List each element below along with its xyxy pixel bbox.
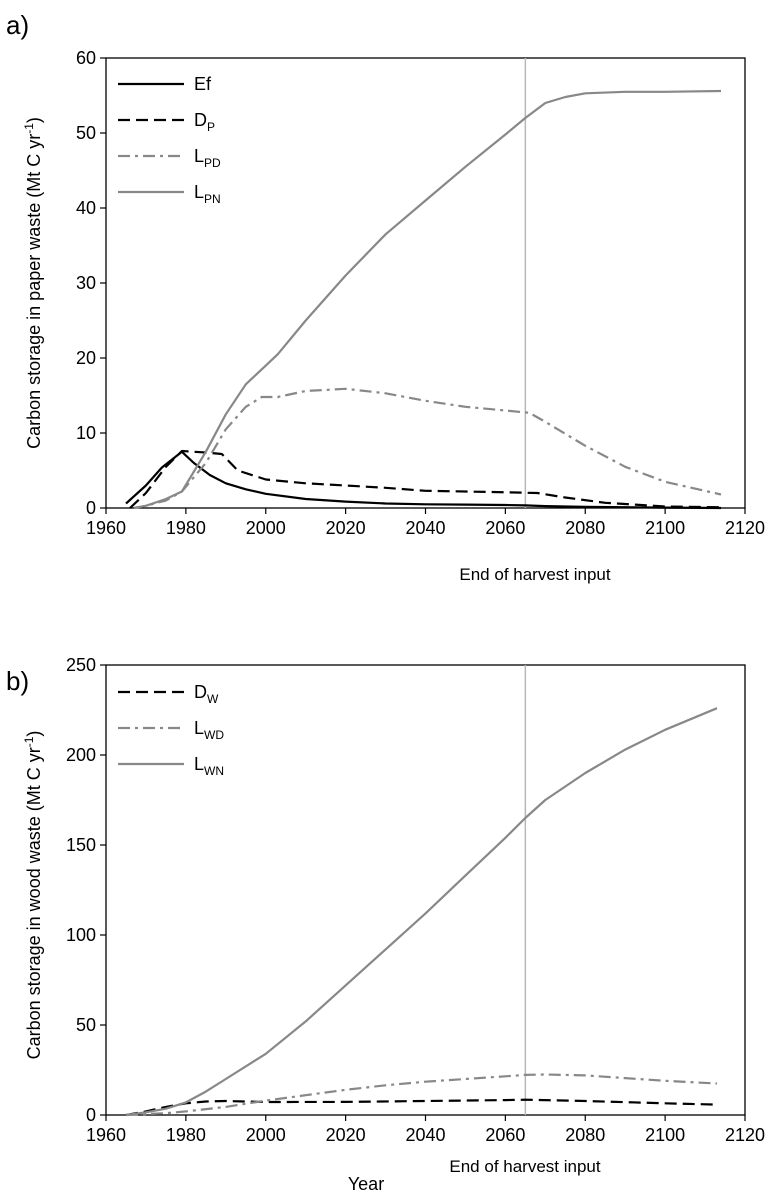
series-line-lwd	[125, 1073, 718, 1117]
y-tick-label: 0	[86, 1105, 96, 1125]
x-tick-label: 2080	[565, 518, 605, 538]
legend-label-subscript: WD	[204, 728, 224, 742]
x-tick-label: 1980	[166, 518, 206, 538]
y-tick-label: 50	[76, 1015, 96, 1035]
y-tick-label: 20	[76, 348, 96, 368]
panel-b-plot: 1960 1980 2000 2020 2040 2060 2080 2100 2120 0 50 1…	[66, 655, 765, 1145]
x-tick-label: 1960	[86, 1125, 126, 1145]
series-line-lpn	[133, 89, 722, 510]
x-tick-label: 2000	[246, 1125, 286, 1145]
legend-label-lpd: LPD	[194, 146, 221, 170]
series-line-ef	[125, 450, 722, 510]
y-tick-label: 50	[76, 123, 96, 143]
x-tick-label: 2040	[405, 1125, 445, 1145]
legend-label-lwn: LWN	[194, 754, 224, 778]
x-tick-label: 2100	[645, 1125, 685, 1145]
y-tick-label: 40	[76, 198, 96, 218]
legend-label-dw: DW	[194, 682, 219, 706]
x-tick-label: 2120	[725, 518, 765, 538]
legend-label-ef: Ef	[194, 74, 212, 94]
panel-b-annotation: End of harvest input	[449, 1157, 600, 1176]
legend-label-subscript: PN	[204, 192, 221, 206]
legend-label-base: D	[194, 682, 207, 702]
legend-label-base: L	[194, 718, 204, 738]
y-tick-label: 10	[76, 423, 96, 443]
panel-b: b) 1960 1980 2000 2020 2040 2060 2080 2100 2120 0…	[6, 655, 765, 1194]
panel-a: a) 1960 1980 2000 2020 2040 2060 2080 2100 21200…	[6, 10, 765, 584]
x-tick-label: 2040	[405, 518, 445, 538]
series-line-dw	[125, 1098, 718, 1117]
legend-label-subscript: W	[207, 692, 219, 706]
legend-label-lpn: LPN	[194, 182, 221, 206]
x-tick-label: 2060	[485, 1125, 525, 1145]
y-tick-label: 30	[76, 273, 96, 293]
legend-label-base: D	[194, 110, 207, 130]
panel-b-x-axis-label: Year	[348, 1174, 384, 1194]
x-tick-label: 2120	[725, 1125, 765, 1145]
x-tick-label: 2080	[565, 1125, 605, 1145]
series-line-lwn	[125, 707, 718, 1117]
x-tick-label: 1980	[166, 1125, 206, 1145]
legend-label-subscript: PD	[204, 156, 221, 170]
panel-b-y-axis-label: Carbon storage in wood waste (Mt C yr-1)	[22, 731, 44, 1060]
y-tick-label: 0	[86, 498, 96, 518]
x-tick-label: 2000	[246, 518, 286, 538]
legend-label-base: L	[194, 754, 204, 774]
panel-a-y-axis-label: Carbon storage in paper waste (Mt C yr-1…	[22, 117, 44, 449]
x-tick-label: 1960	[86, 518, 126, 538]
legend-label-dp: DP	[194, 110, 215, 134]
legend-label-subscript: P	[207, 120, 215, 134]
panel-a-plot: 1960 1980 2000 2020 2040 2060 2080 2100 21200102…	[76, 48, 765, 538]
legend-label-base: Ef	[194, 74, 212, 94]
legend-label-subscript: WN	[204, 764, 224, 778]
legend-label-base: L	[194, 182, 204, 202]
y-tick-label: 150	[66, 835, 96, 855]
series-line-dp	[129, 449, 722, 509]
legend-label-base: L	[194, 146, 204, 166]
y-tick-label: 200	[66, 745, 96, 765]
x-tick-label: 2100	[645, 518, 685, 538]
y-tick-label: 100	[66, 925, 96, 945]
y-tick-label: 250	[66, 655, 96, 675]
panel-a-annotation: End of harvest input	[459, 565, 610, 584]
series-line-lpd	[133, 387, 722, 510]
legend-label-lwd: LWD	[194, 718, 224, 742]
x-tick-label: 2020	[326, 1125, 366, 1145]
panel-b-letter: b)	[6, 666, 29, 696]
panel-a-letter: a)	[6, 10, 29, 40]
x-tick-label: 2060	[485, 518, 525, 538]
x-tick-label: 2020	[326, 518, 366, 538]
y-tick-label: 60	[76, 48, 96, 68]
